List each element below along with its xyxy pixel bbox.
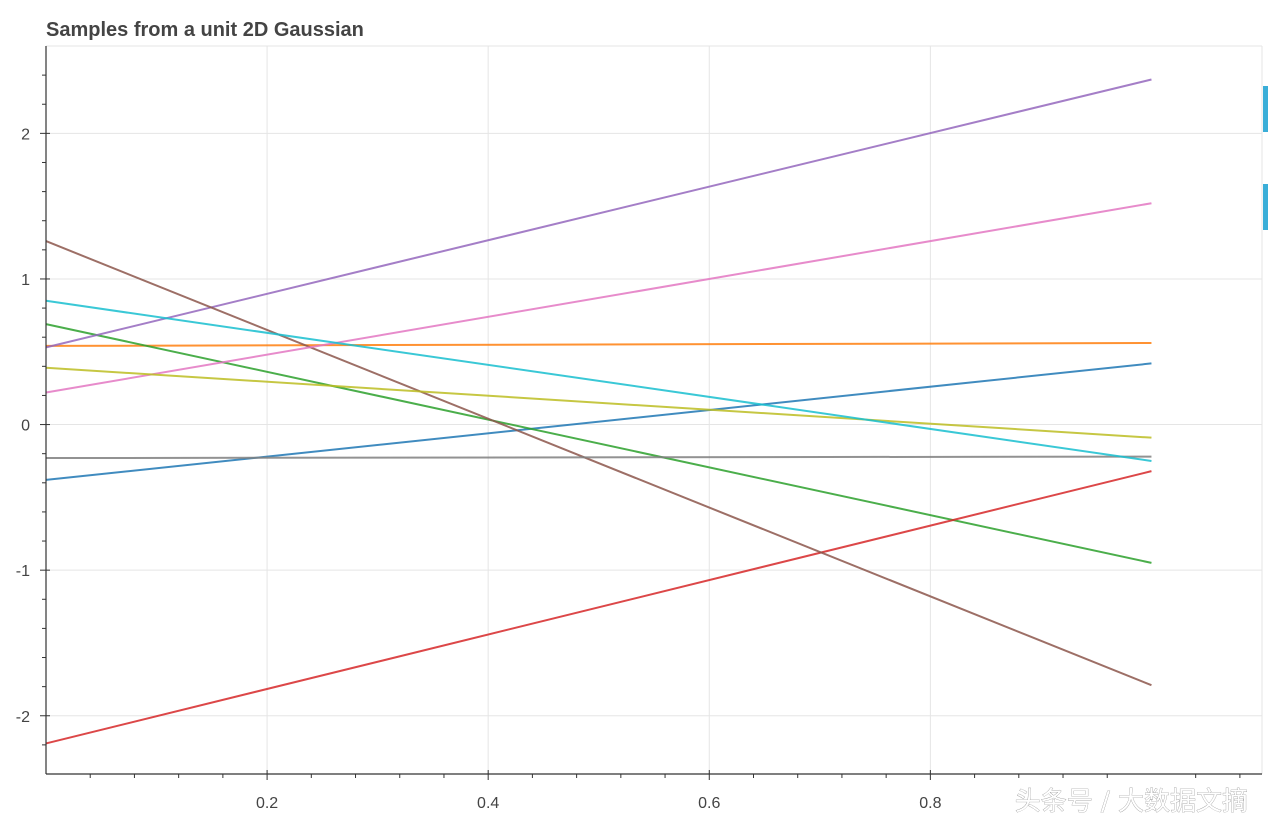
series-line-9 xyxy=(45,366,1152,439)
series-line-3 xyxy=(45,323,1152,564)
series-line-4 xyxy=(45,470,1152,745)
series-line-10 xyxy=(45,299,1152,462)
x-tick-label: 0.2 xyxy=(256,795,278,812)
series-line-1 xyxy=(45,362,1152,481)
x-tick-label: 0.8 xyxy=(919,795,941,812)
x-tick-label: 0.4 xyxy=(477,795,499,812)
chart-title: Samples from a unit 2D Gaussian xyxy=(46,19,364,41)
y-tick-label: 2 xyxy=(21,126,30,143)
series-line-7 xyxy=(45,202,1152,394)
axes: 0.2 0.4 0.6 0.8 2 1 0 -1 -2 xyxy=(16,46,1262,812)
toolbar[interactable] xyxy=(1263,86,1268,230)
series-line-2 xyxy=(45,342,1152,347)
y-tick-label: -1 xyxy=(16,563,30,580)
toolbar-tab-pan[interactable] xyxy=(1263,86,1268,132)
y-tick-label: 0 xyxy=(21,418,30,435)
grid xyxy=(46,45,1263,774)
toolbar-tab-zoom[interactable] xyxy=(1263,184,1268,230)
series-line-8 xyxy=(45,455,1152,460)
y-tick-label: -2 xyxy=(16,709,30,726)
y-tick-label: 1 xyxy=(21,272,30,289)
watermark-text: 头条号 / 大数据文摘 xyxy=(1015,787,1248,817)
x-tick-label: 0.6 xyxy=(698,795,720,812)
series-lines xyxy=(45,78,1152,745)
series-line-6 xyxy=(45,240,1152,687)
series-line-5 xyxy=(45,78,1152,349)
